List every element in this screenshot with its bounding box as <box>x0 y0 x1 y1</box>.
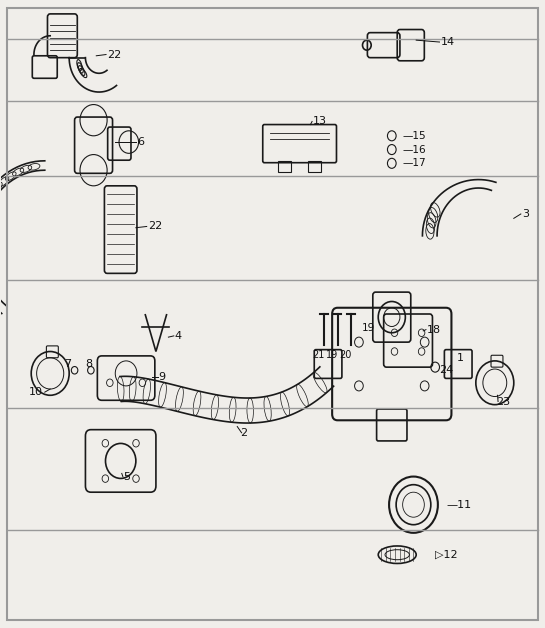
Text: 3: 3 <box>522 209 529 219</box>
Text: 1: 1 <box>457 353 464 363</box>
Text: —17: —17 <box>403 158 426 168</box>
Text: 23: 23 <box>496 396 510 406</box>
Text: 22: 22 <box>148 222 162 232</box>
Text: 5: 5 <box>123 472 130 482</box>
Text: ▷12: ▷12 <box>435 550 458 560</box>
Text: 2: 2 <box>240 428 247 438</box>
Text: 4: 4 <box>175 331 182 341</box>
Text: 21: 21 <box>312 350 325 360</box>
Text: 8: 8 <box>86 359 93 369</box>
Text: 6: 6 <box>137 137 144 147</box>
Bar <box>278 161 292 172</box>
Text: —16: —16 <box>403 144 426 154</box>
Text: 19: 19 <box>326 350 338 360</box>
Text: 22: 22 <box>107 50 122 60</box>
Text: 9: 9 <box>159 372 166 382</box>
Bar <box>308 161 322 172</box>
Text: 7: 7 <box>64 359 71 369</box>
Text: 24: 24 <box>439 365 454 376</box>
Text: —11: —11 <box>446 500 471 510</box>
Text: 19: 19 <box>362 323 375 333</box>
Text: —15: —15 <box>403 131 426 141</box>
Text: 14: 14 <box>440 37 455 47</box>
Text: 13: 13 <box>313 116 327 126</box>
Text: 18: 18 <box>427 325 441 335</box>
Text: 10: 10 <box>28 387 43 397</box>
Text: 20: 20 <box>340 350 352 360</box>
